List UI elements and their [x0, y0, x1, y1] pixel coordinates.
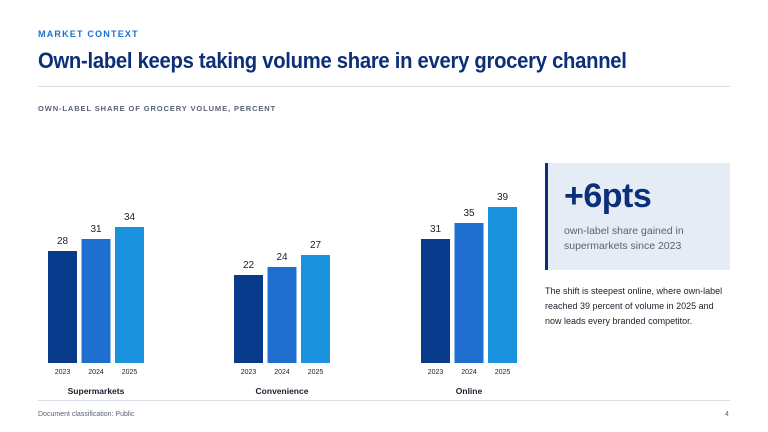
- bar: [115, 227, 144, 363]
- chart-subtitle: OWN-LABEL SHARE OF GROCERY VOLUME, PERCE…: [38, 104, 277, 113]
- x-tick-label: 2025: [308, 369, 324, 376]
- bar: [488, 207, 517, 363]
- bar: [234, 275, 263, 363]
- data-label: 34: [124, 212, 136, 223]
- bar: [81, 239, 111, 363]
- data-label: 28: [57, 236, 69, 247]
- title-divider: [38, 86, 730, 87]
- x-tick-label: 2025: [122, 369, 138, 376]
- data-label: 31: [90, 224, 102, 235]
- page-title: Own-label keeps taking volume share in e…: [38, 48, 627, 73]
- x-tick-label: 2024: [88, 369, 104, 376]
- callout-card: +6pts own-label share gained in supermar…: [545, 163, 730, 270]
- commentary-text: The shift is steepest online, where own-…: [545, 286, 723, 326]
- data-label: 24: [276, 252, 288, 263]
- bar: [421, 239, 450, 363]
- x-tick-label: 2024: [461, 369, 477, 376]
- callout-accent-bar: [545, 163, 548, 270]
- x-tick-label: 2023: [428, 369, 444, 376]
- bar: [267, 267, 297, 363]
- data-label: 22: [243, 260, 255, 271]
- x-tick-label: 2023: [241, 369, 257, 376]
- data-label: 31: [430, 224, 442, 235]
- bar: [454, 223, 484, 363]
- data-label: 27: [310, 240, 322, 251]
- footer-divider: [38, 400, 730, 401]
- bar: [48, 251, 77, 363]
- x-tick-label: 2024: [274, 369, 290, 376]
- page-number: 4: [725, 411, 729, 418]
- data-label: 39: [497, 192, 509, 203]
- x-tick-label: 2023: [55, 369, 71, 376]
- data-label: 35: [463, 208, 475, 219]
- kicker-label: MARKET CONTEXT: [38, 29, 139, 39]
- footer-classification: Document classification: Public: [38, 411, 135, 418]
- group-label: Supermarkets: [68, 386, 125, 396]
- callout-text: own-label share gained in supermarkets s…: [564, 225, 684, 252]
- group-label: Online: [456, 386, 483, 396]
- bar: [301, 255, 330, 363]
- callout-value: +6pts: [564, 177, 652, 215]
- group-label: Convenience: [256, 386, 309, 396]
- x-tick-label: 2025: [495, 369, 511, 376]
